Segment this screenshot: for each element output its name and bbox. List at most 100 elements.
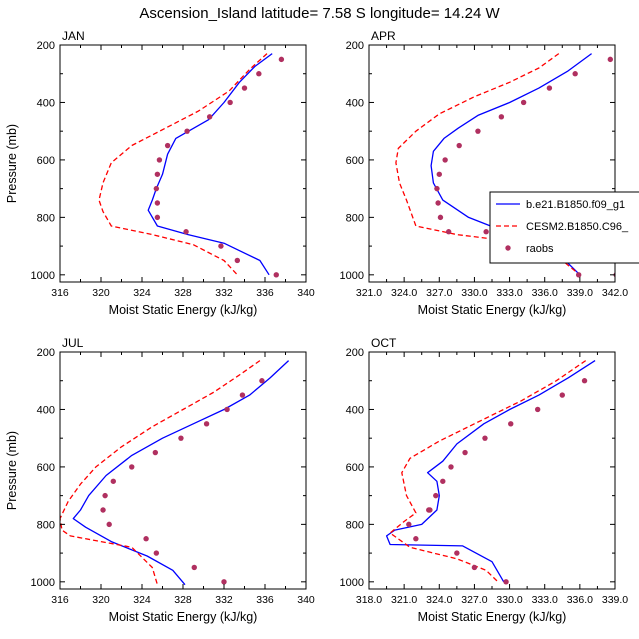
raobs-marker <box>498 114 505 120</box>
plot-frame <box>59 44 307 283</box>
panel-jul: 316 320 324 328 332 336 340 200 400 600 800 1000 JUL… <box>5 336 315 624</box>
raobs-marker <box>434 185 440 192</box>
raobs-marker <box>227 99 233 106</box>
y-tick-label: 200 <box>346 40 364 52</box>
raobs-marker <box>575 272 582 278</box>
panel-title: OCT <box>371 336 397 350</box>
y-tick-label: 1000 <box>340 577 364 589</box>
series-group <box>98 53 285 278</box>
raobs-marker <box>184 128 190 134</box>
x-tick-label: 342.0 <box>602 287 628 299</box>
x-tick-label: 336 <box>256 594 274 606</box>
y-tick-label: 200 <box>37 347 55 359</box>
raobs-marker <box>156 157 163 163</box>
raobs-marker <box>110 478 117 484</box>
x-tick-label: 318.0 <box>356 594 382 606</box>
y-tick-label: 200 <box>37 40 55 52</box>
raobs-marker <box>454 550 460 556</box>
legend: b.e21.B1850.f09_g1 CESM2.B1850.C96_raobs <box>489 191 639 264</box>
panel-apr: 321.0 324.0 327.0 330.0 333.0 336.0 339.0 342.0… <box>340 29 629 317</box>
raobs-marker <box>508 421 514 427</box>
y-tick-label: 800 <box>37 519 55 531</box>
raobs-marker <box>153 550 160 556</box>
b-e21-series-line <box>147 53 273 276</box>
panel-jan: 316 320 324 328 332 336 340 200 400 600 800 1000 JAN… <box>5 29 315 317</box>
y-tick-label: 800 <box>346 212 364 224</box>
series-group <box>60 360 290 586</box>
raobs-marker <box>178 435 184 441</box>
x-tick-label: 332 <box>215 287 233 299</box>
x-tick-label: 333.0 <box>496 287 522 299</box>
x-tick-label: 340 <box>297 594 315 606</box>
legend-raobs-marker <box>505 245 511 251</box>
raobs-marker <box>183 229 189 235</box>
x-tick-label: 327.0 <box>426 287 452 299</box>
x-tick-label: 327.0 <box>461 594 487 606</box>
raobs-marker <box>534 406 541 413</box>
figure-title: Ascension_Island latitude= 7.58 S longit… <box>139 5 500 22</box>
x-tick-label: 324 <box>133 594 151 606</box>
y-tick-label: 600 <box>346 462 364 474</box>
legend-label: CESM2.B1850.C96_ <box>526 221 629 233</box>
x-axis-label: Moist Static Energy (kJ/kg) <box>109 610 258 624</box>
raobs-marker <box>607 56 614 63</box>
b-e21-series-line <box>72 360 290 586</box>
raobs-marker <box>129 464 135 470</box>
raobs-marker <box>520 99 527 106</box>
x-tick-label: 336.0 <box>567 594 593 606</box>
raobs-marker <box>273 272 279 278</box>
x-tick-label: 324 <box>133 287 151 299</box>
x-tick-label: 336 <box>256 287 274 299</box>
raobs-marker <box>426 507 432 513</box>
raobs-marker <box>221 579 227 585</box>
x-tick-label: 330.0 <box>496 594 522 606</box>
plot-frame <box>59 351 307 590</box>
b-e21-series-line <box>385 360 596 583</box>
raobs-marker <box>218 243 224 249</box>
raobs-marker <box>433 492 439 499</box>
x-tick-label: 321.0 <box>356 287 382 299</box>
panel-title: APR <box>371 29 396 43</box>
raobs-marker <box>191 564 197 571</box>
x-tick-label: 316 <box>51 287 69 299</box>
raobs-marker <box>456 142 462 149</box>
raobs-marker <box>482 435 488 441</box>
y-tick-label: 400 <box>346 97 364 109</box>
x-tick-label: 340 <box>297 287 315 299</box>
raobs-marker <box>436 171 442 177</box>
x-axis-label: Moist Static Energy (kJ/kg) <box>418 610 567 624</box>
y-tick-label: 600 <box>37 155 55 167</box>
x-axis-label: Moist Static Energy (kJ/kg) <box>418 303 567 317</box>
plot-frame <box>368 351 616 590</box>
y-tick-label: 1000 <box>340 270 364 282</box>
raobs-marker <box>462 449 468 456</box>
cesm2-series-line <box>60 360 261 585</box>
y-tick-label: 400 <box>37 404 55 416</box>
y-tick-label: 400 <box>37 97 55 109</box>
raobs-marker <box>259 378 265 384</box>
raobs-marker <box>203 421 210 427</box>
y-tick-label: 800 <box>37 212 55 224</box>
raobs-marker <box>442 157 448 163</box>
x-tick-label: 339.0 <box>567 287 593 299</box>
raobs-marker <box>448 464 454 470</box>
x-tick-label: 320 <box>92 594 110 606</box>
x-tick-label: 333.0 <box>532 594 558 606</box>
y-tick-label: 200 <box>346 347 364 359</box>
cesm2-series-line <box>98 53 268 276</box>
raobs-marker <box>256 71 262 77</box>
panel-oct: 318.0 321.0 324.0 327.0 330.0 333.0 336.0 339.0… <box>340 336 629 624</box>
raobs-marker <box>106 521 112 528</box>
raobs-marker <box>152 449 159 456</box>
legend-label: b.e21.B1850.f09_g1 <box>526 199 625 211</box>
x-tick-label: 324.0 <box>391 287 417 299</box>
raobs-marker <box>437 214 444 221</box>
raobs-marker <box>483 229 489 235</box>
series-group <box>385 360 596 585</box>
raobs-marker <box>559 392 565 398</box>
raobs-marker <box>154 214 161 221</box>
raobs-marker <box>445 229 452 235</box>
panel-title: JAN <box>62 29 85 43</box>
raobs-marker <box>572 71 578 77</box>
